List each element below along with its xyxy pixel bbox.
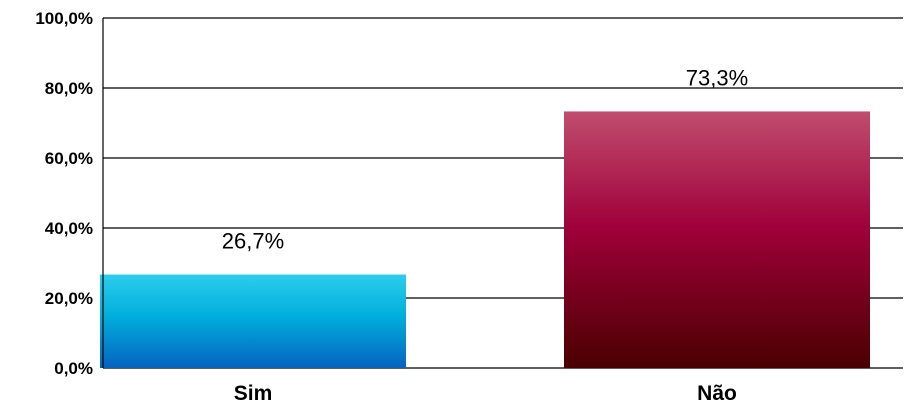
- x-category-label: Sim: [234, 382, 273, 405]
- x-axis-category-labels: Sim Não: [234, 382, 737, 405]
- data-label: 73,3%: [686, 65, 748, 90]
- x-category-label: Não: [697, 382, 737, 405]
- data-labels: 26,7% 73,3%: [222, 65, 748, 253]
- y-tick-label: 0,0%: [54, 359, 93, 378]
- bar-nao: [564, 111, 870, 368]
- y-tick-label: 20,0%: [45, 289, 93, 308]
- bars: [100, 111, 870, 368]
- y-axis-tick-labels: 0,0% 20,0% 40,0% 60,0% 80,0% 100,0%: [35, 9, 93, 378]
- y-tick-label: 80,0%: [45, 79, 93, 98]
- y-tick-label: 40,0%: [45, 219, 93, 238]
- y-tick-label: 60,0%: [45, 149, 93, 168]
- data-label: 26,7%: [222, 229, 284, 254]
- bar-sim: [100, 274, 406, 368]
- y-tick-label: 100,0%: [35, 9, 93, 28]
